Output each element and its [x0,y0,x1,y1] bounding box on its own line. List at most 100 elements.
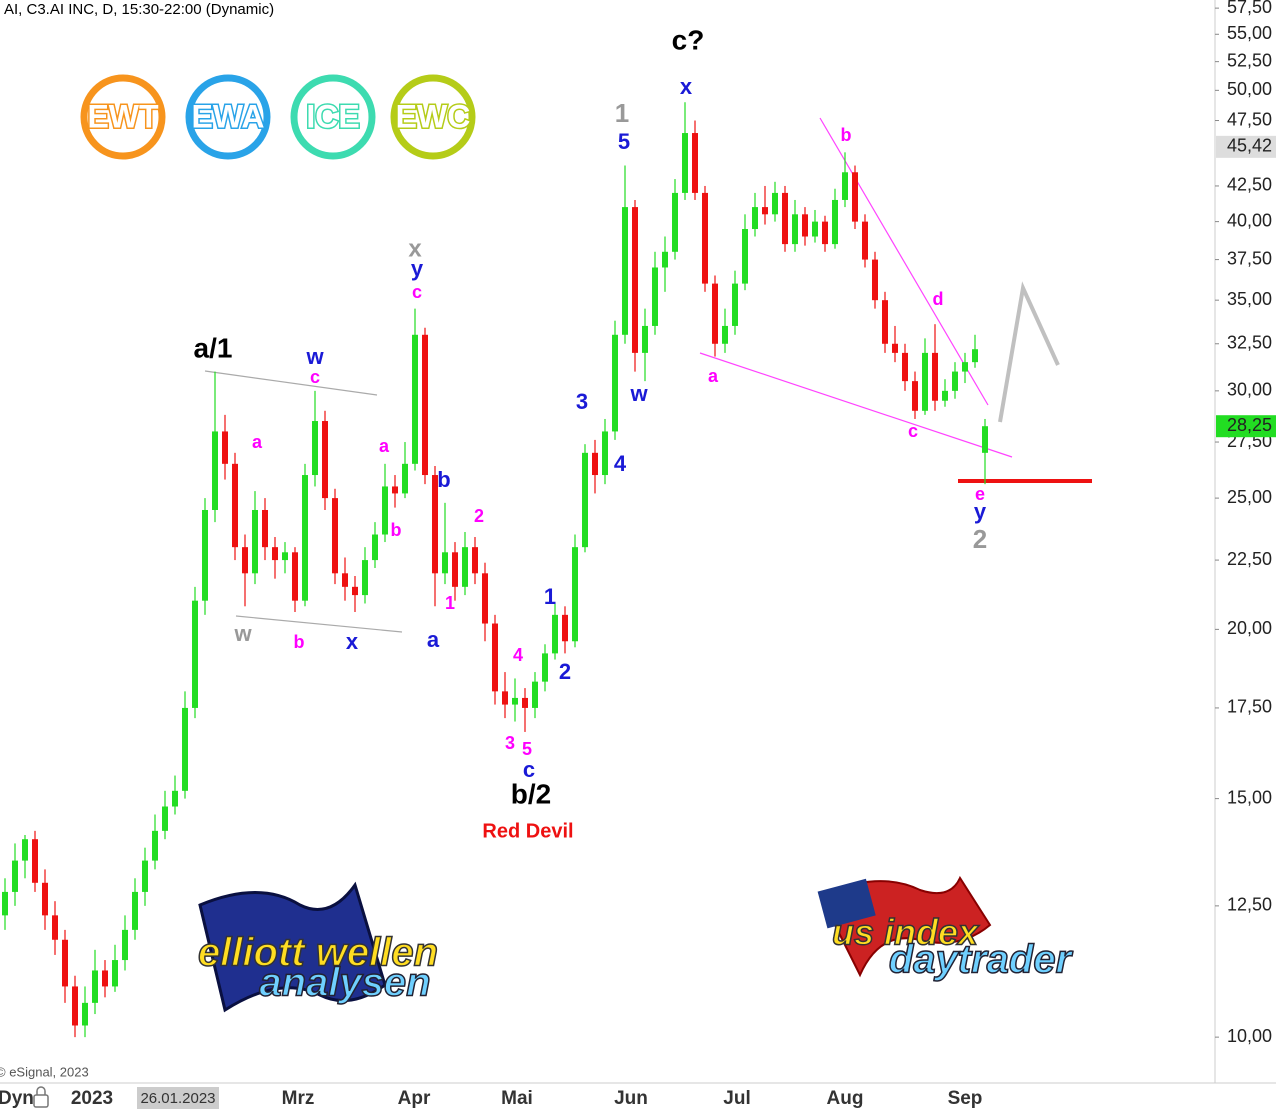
wave-label: 2 [474,506,484,526]
candle-body [252,509,258,574]
candle-body [182,707,188,791]
x-tick-label: Jun [614,1088,648,1109]
candle-body [772,192,778,215]
wave-label: c? [672,24,705,55]
wave-label: y [411,256,424,281]
y-tick-label: 22,50 [1227,549,1272,569]
wave-label: 4 [614,451,627,476]
price-marker [1216,135,1276,158]
candle-body [392,486,398,494]
candle-body [442,552,448,574]
candle-body [852,172,858,222]
wave-label: d [933,289,944,309]
candle-body [112,960,118,987]
candle-body [22,839,28,861]
candle-body [452,552,458,587]
candle-body [902,352,908,382]
candle-body [422,334,428,476]
logo-text: us index [832,912,980,953]
logo-text: elliott wellen [198,931,438,975]
candle-body [152,830,158,861]
badge-label: EWC [396,98,471,134]
candle-body [562,614,568,642]
candle-body [642,325,648,353]
badge [80,74,166,160]
price-marker-label: 45,42 [1227,136,1272,156]
candles [2,102,988,1038]
candle-body [162,806,168,831]
wave-label: 2 [973,524,987,554]
candle-body [122,929,128,961]
candle-body [832,199,838,245]
price-marker-label: 28,25 [1227,415,1272,435]
trend-line [204,370,378,396]
candle-body [922,352,928,411]
wave-label: a [252,432,263,452]
wave-label: w [629,381,648,406]
logo-usid: us index daytrader [817,875,1074,982]
candle-body [652,267,658,326]
y-tick-label: 50,00 [1227,79,1272,99]
y-tick-label: 10,00 [1227,1026,1272,1046]
candle-body [192,600,198,708]
price-marker [1216,415,1276,438]
logo-text: daytrader [889,938,1074,982]
y-tick-label: 40,00 [1227,210,1272,230]
candle-body [702,192,708,284]
lock-icon [33,1094,49,1108]
candle-body [42,882,48,916]
trend-line [699,352,1013,458]
candle-body [482,573,488,624]
wave-label: 2 [559,659,571,684]
badge [290,74,376,160]
candle-body [212,431,218,510]
wave-label: a/1 [194,332,233,363]
candle-body [352,586,358,596]
wave-label: x [346,629,359,654]
candle-body [932,352,938,401]
candle-body [472,547,478,574]
candle-body [322,421,328,499]
candle-body [202,509,208,601]
candle-body [222,431,228,464]
wave-label: b/2 [511,778,551,809]
candle-body [302,475,308,601]
wave-label: a [708,366,719,386]
wave-label: 3 [505,733,515,753]
candle-body [62,939,68,987]
projection [998,281,1060,423]
candle-body [92,970,98,1003]
y-tick-label: 17,50 [1227,697,1272,717]
candle-body [492,623,498,692]
y-tick-label: 25,00 [1227,487,1272,507]
candle-body [972,349,978,363]
x-tick-label: Mrz [282,1088,315,1109]
candle-body [592,452,598,476]
y-tick-label: 35,00 [1227,289,1272,309]
badge-label: ICE [306,98,359,134]
wave-label: b [294,632,305,652]
wave-label: w [305,344,324,369]
y-tick-label: 52,50 [1227,50,1272,70]
candle-body [12,860,18,892]
candle-body [802,214,808,237]
candle-body [762,207,768,215]
y-axis: 10,0012,5015,0017,5020,0022,5025,0027,50… [1215,0,1272,1046]
candle-body [402,463,408,494]
x-tick-label: Aug [827,1088,864,1109]
candle-body [342,573,348,587]
wave-label: c [523,757,535,782]
candle-body [242,547,248,574]
candle-body [722,325,728,344]
candle-body [682,133,688,193]
wave-label: y [974,499,987,524]
candle-body [552,614,558,654]
candle-body [432,475,438,574]
candle-body [372,534,378,561]
candle-body [542,653,548,682]
candle-body [102,970,108,987]
candle-body [662,251,668,268]
wave-label: 4 [513,645,523,665]
wave-label: e [975,484,985,504]
x-tick-label: 26.01.2023 [140,1090,215,1107]
